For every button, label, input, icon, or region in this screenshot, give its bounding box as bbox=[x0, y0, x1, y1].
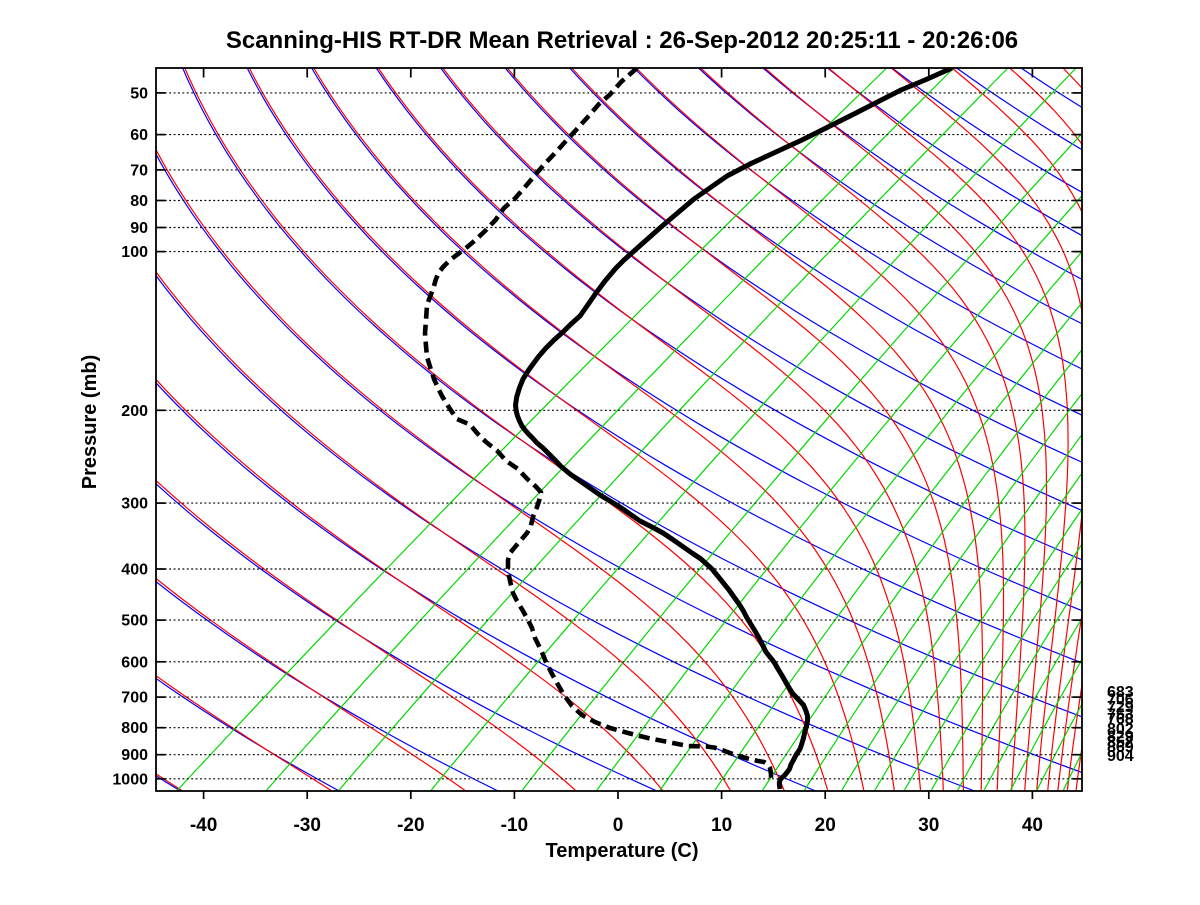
svg-text:802: 802 bbox=[1107, 721, 1134, 738]
svg-text:768: 768 bbox=[1107, 711, 1134, 728]
svg-text:10: 10 bbox=[711, 815, 732, 836]
svg-text:0: 0 bbox=[613, 815, 624, 836]
svg-text:200: 200 bbox=[121, 403, 148, 420]
svg-text:Temperature (C): Temperature (C) bbox=[546, 840, 699, 862]
svg-text:900: 900 bbox=[121, 747, 148, 764]
svg-text:-40: -40 bbox=[190, 815, 217, 836]
svg-text:-20: -20 bbox=[397, 815, 424, 836]
svg-text:683: 683 bbox=[1107, 684, 1134, 701]
svg-text:100: 100 bbox=[121, 244, 148, 261]
svg-text:50: 50 bbox=[130, 85, 148, 102]
svg-text:90: 90 bbox=[130, 220, 148, 237]
svg-text:904: 904 bbox=[1107, 748, 1134, 765]
svg-text:852: 852 bbox=[1107, 735, 1134, 752]
svg-text:829: 829 bbox=[1107, 728, 1134, 745]
svg-text:753: 753 bbox=[1107, 706, 1134, 723]
svg-text:70: 70 bbox=[130, 162, 148, 179]
svg-text:300: 300 bbox=[121, 496, 148, 513]
svg-text:729: 729 bbox=[1107, 699, 1134, 716]
svg-text:20: 20 bbox=[815, 815, 836, 836]
svg-text:800: 800 bbox=[121, 720, 148, 737]
svg-text:40: 40 bbox=[1022, 815, 1043, 836]
svg-text:30: 30 bbox=[918, 815, 939, 836]
svg-text:869: 869 bbox=[1107, 739, 1134, 756]
svg-text:600: 600 bbox=[121, 654, 148, 671]
svg-text:80: 80 bbox=[130, 193, 148, 210]
svg-text:500: 500 bbox=[121, 613, 148, 630]
svg-text:706: 706 bbox=[1107, 692, 1134, 709]
svg-text:-10: -10 bbox=[501, 815, 528, 836]
svg-text:1000: 1000 bbox=[112, 771, 148, 788]
svg-text:Pressure (mb): Pressure (mb) bbox=[79, 355, 101, 490]
svg-text:60: 60 bbox=[130, 127, 148, 144]
svg-text:700: 700 bbox=[121, 690, 148, 707]
svg-text:400: 400 bbox=[121, 562, 148, 579]
svg-text:-30: -30 bbox=[293, 815, 320, 836]
svg-text:Scanning-HIS RT-DR Mean Retrie: Scanning-HIS RT-DR Mean Retrieval : 26-S… bbox=[226, 27, 1018, 54]
